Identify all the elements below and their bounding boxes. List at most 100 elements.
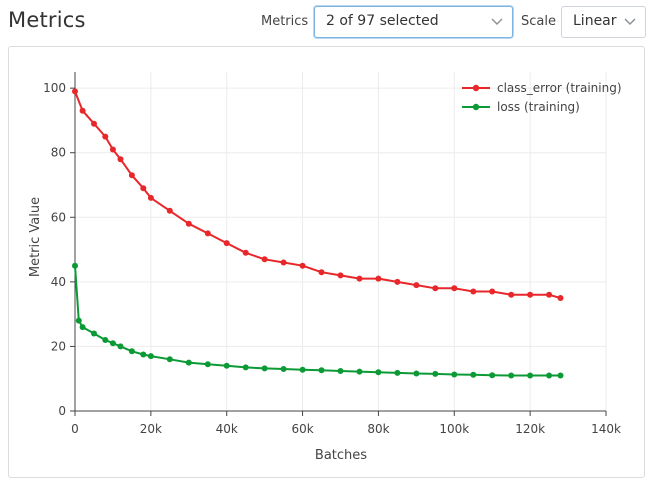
data-point[interactable] xyxy=(261,365,268,372)
chevron-down-icon xyxy=(491,18,503,25)
data-point[interactable] xyxy=(375,369,382,376)
data-point[interactable] xyxy=(451,285,458,292)
scale-label: Scale xyxy=(521,14,556,29)
data-point[interactable] xyxy=(546,372,553,379)
data-point[interactable] xyxy=(527,372,534,379)
data-point[interactable] xyxy=(166,356,173,363)
data-point[interactable] xyxy=(489,288,496,295)
x-tick-label: 120k xyxy=(515,422,545,436)
data-point[interactable] xyxy=(147,194,154,201)
legend-label[interactable]: class_error (training) xyxy=(497,81,622,95)
data-point[interactable] xyxy=(299,262,306,269)
data-point[interactable] xyxy=(204,361,211,368)
grid-lines xyxy=(75,72,607,411)
data-point[interactable] xyxy=(242,249,249,256)
data-point[interactable] xyxy=(470,288,477,295)
data-point[interactable] xyxy=(128,348,135,355)
data-point[interactable] xyxy=(147,353,154,360)
x-tick-label: 140k xyxy=(591,422,621,436)
data-point[interactable] xyxy=(75,317,82,324)
x-tick-label: 80k xyxy=(367,422,389,436)
data-point[interactable] xyxy=(394,278,401,285)
data-point[interactable] xyxy=(280,366,287,372)
data-point[interactable] xyxy=(102,337,109,343)
data-point[interactable] xyxy=(557,295,564,301)
data-point[interactable] xyxy=(223,362,230,369)
data-point[interactable] xyxy=(527,291,534,298)
legend-swatch-marker xyxy=(472,103,480,111)
x-tick-label: 0 xyxy=(71,422,79,436)
data-point[interactable] xyxy=(413,370,420,377)
metrics-select[interactable]: 2 of 97 selected xyxy=(314,6,513,38)
data-point[interactable] xyxy=(140,351,147,358)
y-axis-title: Metric Value xyxy=(28,197,43,277)
x-tick-label: 100k xyxy=(439,422,469,436)
data-point[interactable] xyxy=(261,256,268,263)
data-point[interactable] xyxy=(109,146,116,153)
data-point[interactable] xyxy=(91,120,97,127)
chevron-down-icon xyxy=(624,18,636,25)
metrics-label: Metrics xyxy=(261,14,309,29)
data-point[interactable] xyxy=(432,285,439,292)
data-point[interactable] xyxy=(375,275,382,282)
x-axis-title: Batches xyxy=(315,448,367,463)
data-point[interactable] xyxy=(128,172,135,179)
data-point[interactable] xyxy=(451,371,458,378)
legend-swatch-marker xyxy=(472,84,480,92)
data-point[interactable] xyxy=(299,366,306,373)
data-point[interactable] xyxy=(79,324,86,331)
data-point[interactable] xyxy=(280,259,287,266)
data-point[interactable] xyxy=(318,367,325,374)
metrics-chart: 0 20k 40k 60k 80k 100k 120k 140k 0 20 40 60 80 100 Ba… xyxy=(28,72,622,463)
data-point[interactable] xyxy=(242,364,249,371)
data-point[interactable] xyxy=(140,185,147,192)
data-point[interactable] xyxy=(79,107,86,114)
data-point[interactable] xyxy=(109,340,116,347)
legend-label[interactable]: loss (training) xyxy=(497,100,580,114)
data-point[interactable] xyxy=(72,88,78,95)
data-point[interactable] xyxy=(337,272,344,279)
data-point[interactable] xyxy=(91,330,97,337)
chart-legend[interactable]: class_error (training) loss (training) xyxy=(462,81,622,114)
data-point[interactable] xyxy=(356,368,363,375)
data-point[interactable] xyxy=(204,230,211,237)
data-point[interactable] xyxy=(72,262,78,269)
axes xyxy=(74,72,606,412)
y-tick-label: 60 xyxy=(51,210,66,224)
data-point[interactable] xyxy=(394,369,401,376)
data-point[interactable] xyxy=(470,371,477,378)
y-tick-label: 20 xyxy=(51,339,66,353)
chart-panel: 0 20k 40k 60k 80k 100k 120k 140k 0 20 40 60 80 100 Ba… xyxy=(8,46,645,478)
data-point[interactable] xyxy=(557,372,564,379)
data-point[interactable] xyxy=(337,368,344,374)
y-tick-label: 40 xyxy=(51,275,66,289)
data-point[interactable] xyxy=(318,269,325,276)
data-point[interactable] xyxy=(185,220,192,227)
series-layer xyxy=(72,88,564,379)
data-point[interactable] xyxy=(117,343,124,350)
data-point[interactable] xyxy=(166,207,173,214)
x-tick-label: 20k xyxy=(140,422,162,436)
data-point[interactable] xyxy=(356,275,363,282)
tick-labels: 0 20k 40k 60k 80k 100k 120k 140k 0 20 40 60 80 100 xyxy=(43,81,621,436)
data-point[interactable] xyxy=(508,372,515,379)
y-tick-label: 0 xyxy=(58,404,66,418)
data-point[interactable] xyxy=(185,359,192,366)
metrics-select-value: 2 of 97 selected xyxy=(326,13,439,29)
page-title: Metrics xyxy=(8,8,86,32)
x-tick-label: 40k xyxy=(216,422,238,436)
data-point[interactable] xyxy=(102,133,109,140)
data-point[interactable] xyxy=(546,291,553,298)
series-line[interactable] xyxy=(74,91,561,299)
data-point[interactable] xyxy=(432,370,439,377)
y-tick-label: 80 xyxy=(51,146,66,160)
x-tick-label: 60k xyxy=(291,422,313,436)
data-point[interactable] xyxy=(413,282,420,289)
scale-select-value: Linear xyxy=(573,13,617,29)
data-point[interactable] xyxy=(489,372,496,379)
y-tick-label: 100 xyxy=(43,81,66,95)
data-point[interactable] xyxy=(223,240,230,247)
scale-select[interactable]: Linear xyxy=(561,6,646,38)
data-point[interactable] xyxy=(508,291,515,298)
data-point[interactable] xyxy=(117,156,124,163)
